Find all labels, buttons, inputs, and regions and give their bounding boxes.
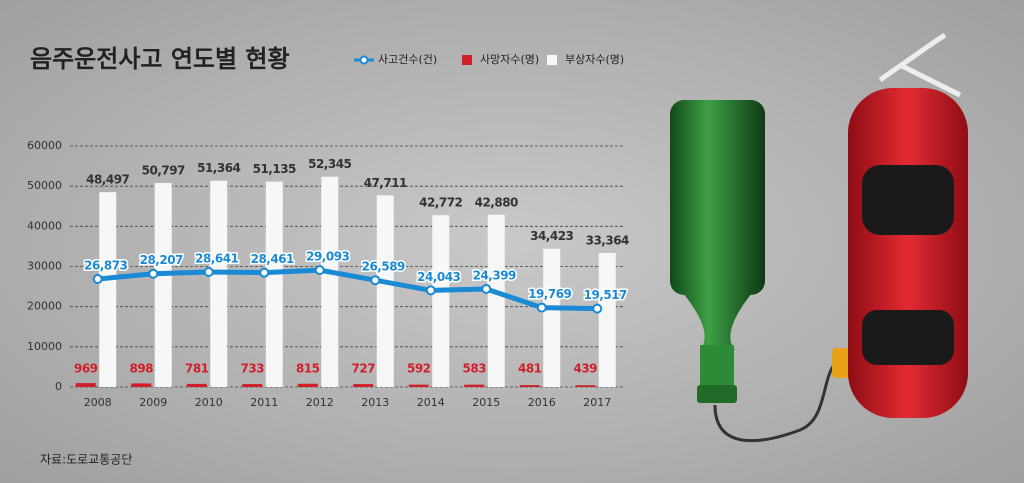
x-tick-label: 2008: [84, 396, 112, 409]
hose: [713, 358, 841, 443]
bottle-body: [670, 100, 765, 295]
value-label: 48,497: [86, 173, 129, 187]
bar: [131, 383, 152, 387]
value-label: 42,772: [419, 196, 462, 210]
legend-label: 사고건수(건): [378, 53, 437, 66]
y-tick-label: 60000: [27, 139, 62, 152]
line-point: [370, 275, 381, 286]
bar: [154, 182, 172, 387]
x-tick-label: 2016: [528, 396, 556, 409]
nozzle: [832, 348, 850, 378]
line-point: [592, 303, 603, 314]
y-tick-label: 40000: [27, 219, 62, 232]
bar: [297, 383, 318, 387]
bar: [210, 180, 228, 387]
bar: [75, 383, 96, 387]
legend-marker: [359, 55, 369, 65]
value-label: 34,423: [530, 229, 573, 243]
x-tick-label: 2010: [195, 396, 223, 409]
line-point: [481, 283, 492, 294]
value-label: 50,797: [142, 163, 185, 177]
bar: [543, 248, 561, 387]
bar: [575, 385, 596, 387]
value-label: 28,641: [195, 251, 238, 265]
bar: [598, 252, 616, 387]
line-point: [425, 285, 436, 296]
bar: [519, 385, 540, 387]
x-tick-label: 2012: [306, 396, 334, 409]
bottle-shoulder: [672, 280, 763, 350]
value-label: 19,517: [584, 288, 627, 302]
y-tick-label: 50000: [27, 179, 62, 192]
legend-swatch: [462, 55, 472, 65]
line-point: [314, 265, 325, 276]
y-tick-label: 10000: [27, 340, 62, 353]
value-label: 47,711: [364, 176, 407, 190]
y-tick-label: 30000: [27, 260, 62, 273]
value-label: 33,364: [586, 233, 629, 247]
value-label: 28,207: [140, 253, 183, 267]
chalk-outline: [878, 32, 962, 98]
x-tick-label: 2011: [250, 396, 278, 409]
chart-title: 음주운전사고 연도별 현황: [30, 45, 290, 73]
bar: [353, 384, 374, 387]
bar: [376, 195, 394, 387]
y-tick-label: 20000: [27, 300, 62, 313]
value-label: 583: [462, 362, 486, 376]
value-label: 19,769: [528, 287, 571, 301]
line-point: [259, 267, 270, 278]
x-tick-label: 2013: [361, 396, 389, 409]
bottle-mouth: [697, 385, 737, 403]
bar: [242, 384, 263, 387]
car-body: [848, 88, 968, 418]
bottle-neck: [700, 345, 734, 390]
x-tick-label: 2009: [139, 396, 167, 409]
bar: [408, 384, 429, 387]
x-tick-label: 2014: [417, 396, 445, 409]
line-point: [148, 268, 159, 279]
value-label: 969: [74, 362, 98, 376]
line-point: [92, 274, 103, 285]
value-label: 733: [240, 362, 264, 376]
value-label: 781: [185, 362, 209, 376]
line-point: [203, 266, 214, 277]
bar: [186, 383, 207, 387]
x-tick-label: 2017: [583, 396, 611, 409]
illustration: [670, 32, 968, 443]
value-label: 481: [518, 362, 542, 376]
legend-label: 사망자수(명): [480, 53, 539, 66]
value-label: 26,589: [362, 260, 405, 274]
value-label: 26,873: [84, 259, 127, 273]
line: [97, 267, 598, 312]
value-label: 815: [296, 362, 320, 376]
y-tick-label: 0: [55, 380, 62, 393]
value-label: 52,345: [308, 157, 351, 171]
car-windshield: [862, 165, 954, 235]
legend-swatch: [547, 55, 557, 65]
value-label: 24,399: [473, 268, 516, 282]
value-label: 727: [351, 362, 375, 376]
car-rear-window: [862, 310, 954, 365]
value-label: 51,135: [253, 162, 296, 176]
x-tick-label: 2015: [472, 396, 500, 409]
source: 자료:도로교통공단: [40, 453, 132, 467]
value-label: 51,364: [197, 161, 240, 175]
bar: [432, 215, 450, 387]
bar: [464, 384, 485, 387]
bar: [265, 181, 283, 387]
bar: [321, 176, 339, 387]
value-label: 28,461: [251, 252, 294, 266]
line-point: [536, 302, 547, 313]
bar: [487, 214, 505, 387]
legend-label: 부상자수(명): [565, 53, 624, 66]
value-label: 898: [129, 362, 153, 376]
value-label: 42,880: [475, 195, 518, 209]
value-label: 439: [573, 362, 597, 376]
bar: [99, 192, 117, 387]
value-label: 29,093: [306, 250, 349, 264]
value-label: 592: [407, 362, 431, 376]
value-label: 24,043: [417, 270, 460, 284]
